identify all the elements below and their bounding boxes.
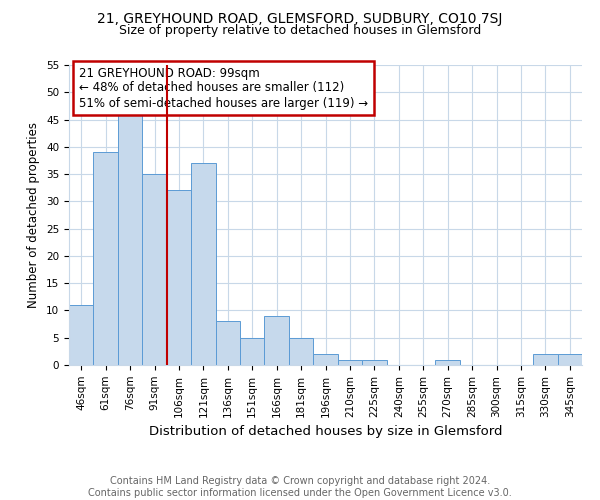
Bar [289, 338, 313, 365]
Bar [362, 360, 386, 365]
Bar [118, 114, 142, 365]
Y-axis label: Number of detached properties: Number of detached properties [28, 122, 40, 308]
Text: Size of property relative to detached houses in Glemsford: Size of property relative to detached ho… [119, 24, 481, 37]
X-axis label: Distribution of detached houses by size in Glemsford: Distribution of detached houses by size … [149, 425, 502, 438]
Text: 21 GREYHOUND ROAD: 99sqm
← 48% of detached houses are smaller (112)
51% of semi-: 21 GREYHOUND ROAD: 99sqm ← 48% of detach… [79, 66, 368, 110]
Bar [167, 190, 191, 365]
Bar [94, 152, 118, 365]
Bar [69, 305, 94, 365]
Bar [533, 354, 557, 365]
Bar [240, 338, 265, 365]
Bar [191, 163, 215, 365]
Bar [436, 360, 460, 365]
Bar [265, 316, 289, 365]
Bar [557, 354, 582, 365]
Bar [142, 174, 167, 365]
Text: 21, GREYHOUND ROAD, GLEMSFORD, SUDBURY, CO10 7SJ: 21, GREYHOUND ROAD, GLEMSFORD, SUDBURY, … [97, 12, 503, 26]
Bar [215, 322, 240, 365]
Bar [313, 354, 338, 365]
Text: Contains HM Land Registry data © Crown copyright and database right 2024.
Contai: Contains HM Land Registry data © Crown c… [88, 476, 512, 498]
Bar [338, 360, 362, 365]
